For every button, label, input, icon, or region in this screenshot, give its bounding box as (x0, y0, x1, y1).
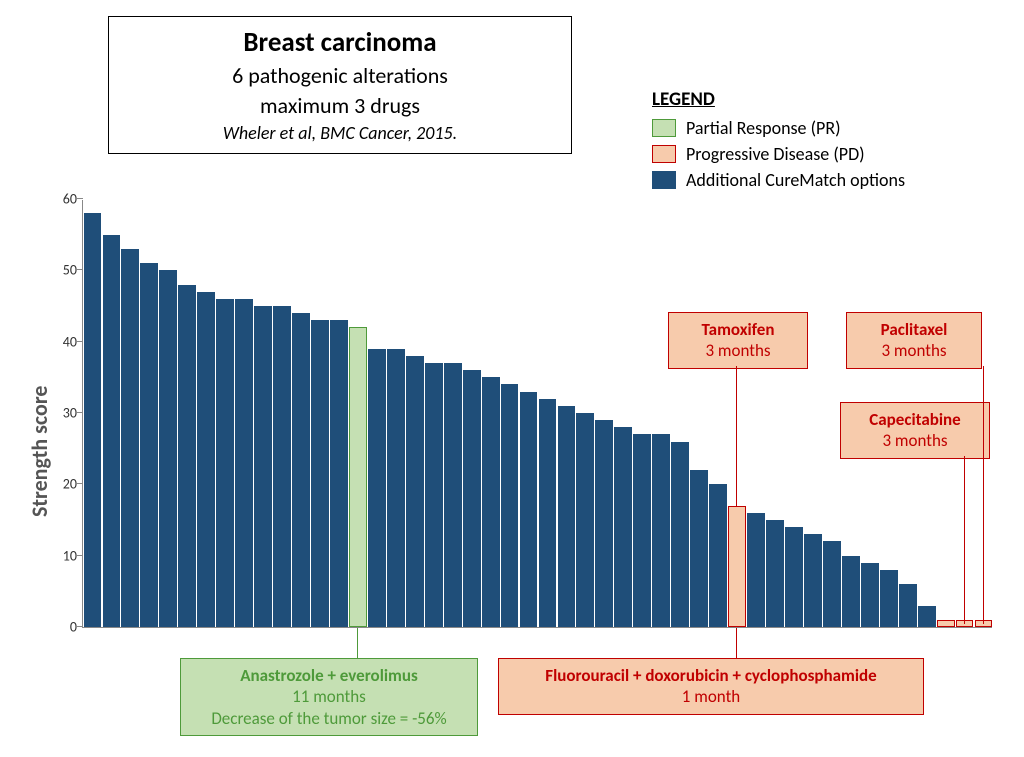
title-sub2: maximum 3 drugs (133, 91, 547, 121)
bar (823, 541, 841, 627)
bar (140, 263, 158, 627)
bar (671, 442, 689, 627)
bar (235, 299, 253, 627)
bar (690, 470, 708, 627)
bar (292, 313, 310, 627)
legend: LEGEND Partial Response (PR) Progressive … (652, 88, 905, 195)
bar (463, 370, 481, 627)
callout-drug: Fluorouracil + doxorubicin + cyclophosph… (509, 665, 913, 686)
legend-swatch (652, 145, 676, 163)
bar (501, 384, 519, 627)
bar (918, 606, 936, 627)
callout-line: Decrease of the tumor size = -56% (191, 708, 467, 729)
y-tick: 10 (63, 547, 83, 564)
callout-drug: Anastrozole + everolimus (191, 665, 467, 686)
bar (975, 620, 993, 627)
legend-swatch (652, 119, 676, 137)
bar (84, 213, 102, 627)
callout-pd-fluorouracil: Fluorouracil + doxorubicin + cyclophosph… (498, 658, 924, 715)
bar (747, 513, 765, 627)
y-tick: 30 (63, 405, 83, 422)
bar (368, 349, 386, 627)
callout-line: 3 months (679, 340, 797, 361)
bar (311, 320, 329, 627)
callout-connector (736, 366, 737, 507)
bar (576, 413, 594, 627)
bar (216, 299, 234, 627)
callout-pr: Anastrozole + everolimus11 monthsDecreas… (180, 658, 478, 736)
y-tick: 20 (63, 476, 83, 493)
callout-paclitaxel: Paclitaxel3 months (846, 312, 982, 369)
legend-label: Progressive Disease (PD) (686, 143, 865, 165)
legend-title: LEGEND (652, 88, 905, 111)
bar (254, 306, 272, 627)
bar (425, 363, 443, 627)
callout-connector (357, 628, 358, 658)
y-tick: 60 (63, 191, 83, 208)
callout-drug: Paclitaxel (857, 319, 971, 340)
bar (520, 392, 538, 627)
bar (633, 434, 651, 627)
legend-swatch (652, 171, 676, 189)
bar (842, 556, 860, 627)
title-main: Breast carcinoma (133, 25, 547, 61)
callout-connector (983, 366, 984, 624)
callout-tamoxifen: Tamoxifen3 months (668, 312, 808, 369)
legend-label: Partial Response (PR) (686, 117, 841, 139)
bar (899, 584, 917, 627)
callout-connector (736, 628, 737, 658)
callout-line: 3 months (857, 340, 971, 361)
callout-line: 3 months (851, 430, 979, 451)
bar (406, 356, 424, 627)
title-sub1: 6 pathogenic alterations (133, 61, 547, 91)
bar (178, 285, 196, 627)
legend-label: Additional CureMatch options (686, 169, 905, 191)
bar (709, 484, 727, 627)
bar (880, 570, 898, 627)
callout-line: 1 month (509, 686, 913, 707)
bar (159, 270, 177, 627)
bar (558, 406, 576, 627)
bar (595, 420, 613, 627)
bar (330, 320, 348, 627)
bar (273, 306, 291, 627)
title-citation: Wheler et al, BMC Cancer, 2015. (133, 121, 547, 145)
bar (387, 349, 405, 627)
bar (785, 527, 803, 627)
bar (444, 363, 462, 627)
y-tick: 0 (70, 619, 83, 636)
bar (937, 620, 955, 627)
bar (861, 563, 879, 627)
bar (766, 520, 784, 627)
callout-line: 11 months (191, 686, 467, 707)
legend-item: Progressive Disease (PD) (652, 143, 905, 165)
bar (103, 235, 121, 627)
legend-item: Additional CureMatch options (652, 169, 905, 191)
bar (349, 327, 367, 627)
bar (539, 399, 557, 627)
legend-item: Partial Response (PR) (652, 117, 905, 139)
bar (728, 506, 746, 627)
callout-drug: Tamoxifen (679, 319, 797, 340)
callout-connector (964, 456, 965, 624)
bar (652, 434, 670, 627)
y-tick: 40 (63, 333, 83, 350)
callout-capecitabine: Capecitabine3 months (840, 402, 990, 459)
bar (121, 249, 139, 627)
y-tick: 50 (63, 262, 83, 279)
y-axis-label: Strength score (26, 385, 53, 517)
title-box: Breast carcinoma 6 pathogenic alteration… (108, 16, 572, 154)
bar (804, 534, 822, 627)
callout-drug: Capecitabine (851, 409, 979, 430)
bar (482, 377, 500, 627)
bar (197, 292, 215, 627)
bar (614, 427, 632, 627)
